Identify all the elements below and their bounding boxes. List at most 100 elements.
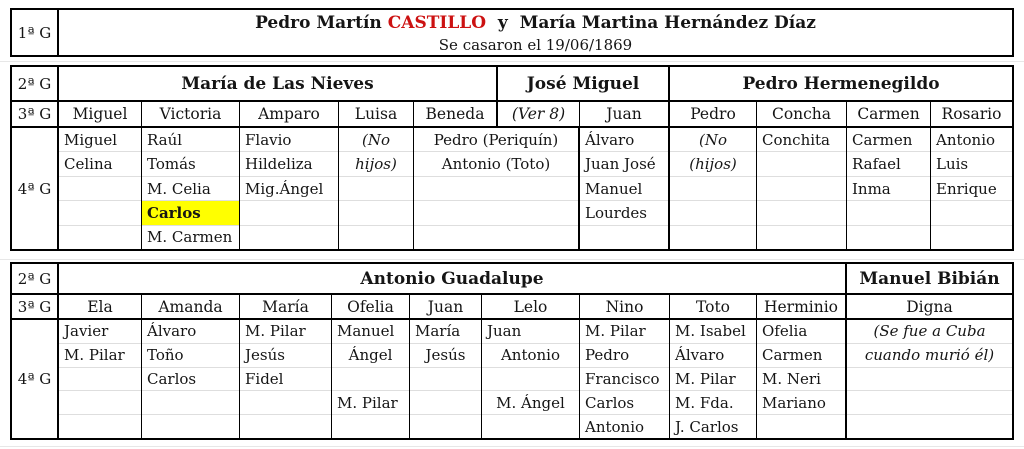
person-name-line: Hildeliza	[240, 152, 338, 177]
person-name-line: M. Pilar	[332, 391, 409, 416]
generation-label-2g: 2ª G	[12, 264, 59, 295]
gen4-children-cell: Miguel Celina	[59, 128, 142, 249]
gen4-children-cell: M. Isabel Álvaro M. Pilar M. Fda. J. Carlos	[670, 320, 757, 438]
wife-name: y María Martina Hernández Díaz	[486, 13, 816, 33]
person-name-line	[339, 177, 413, 202]
person-name-line: (No	[670, 128, 756, 153]
gen3-person-header: María	[240, 295, 332, 320]
gen4-children-cell: Antonio Luis Enrique	[931, 128, 1012, 249]
gen3-person-header: Miguel	[59, 102, 142, 128]
person-name-line: Lourdes	[580, 201, 668, 226]
person-name-line: Francisco	[580, 368, 669, 392]
person-name-line	[240, 415, 331, 438]
generation-label-4g: 4ª G	[12, 128, 59, 249]
person-name-line: Raúl	[142, 128, 239, 153]
person-name-line	[414, 177, 578, 202]
gen4-children-cell: (No (hijos)	[670, 128, 757, 249]
person-name-line	[240, 201, 338, 226]
person-name-line: M. Fda.	[670, 391, 756, 416]
person-name-line: M. Pilar	[59, 344, 141, 368]
branch2-table: 2ª G Antonio Guadalupe Manuel Bibián 3ª G El…	[10, 262, 1014, 440]
person-name-line	[142, 391, 239, 416]
person-name-line: Álvaro	[142, 320, 239, 344]
person-name-line	[332, 415, 409, 438]
person-name-line: Inma	[847, 177, 930, 202]
person-name-line	[59, 226, 141, 249]
gen4-children-cell: Manuel Ángel M. Pilar	[332, 320, 410, 438]
person-name-line: M. Pilar	[670, 368, 756, 392]
gen4-children-cell: Álvaro Juan José Manuel Lourdes	[580, 128, 670, 249]
gen4-children-cell: Pedro (Periquín) Antonio (Toto)	[414, 128, 580, 249]
gen4-children-cell: Álvaro Toño Carlos	[142, 320, 240, 438]
person-name-line	[847, 201, 930, 226]
person-name-line	[59, 415, 141, 438]
person-name-line: M. Neri	[757, 368, 845, 392]
person-name-line: Celina	[59, 152, 141, 177]
person-name-line	[410, 415, 481, 438]
gen3-person-header: Nino	[580, 295, 670, 320]
person-name-line	[847, 226, 930, 249]
gen4-children-cell: Javier M. Pilar	[59, 320, 142, 438]
branch1-table: 2ª G María de Las Nieves José Miguel Pedro …	[10, 65, 1014, 251]
gen3-person-header: Concha	[757, 102, 847, 128]
gen4-children-cell: (No hijos)	[339, 128, 414, 249]
gen3-person-header: Lelo	[482, 295, 580, 320]
generation1-table: 1ª G Pedro Martín CASTILLO y María Marti…	[10, 8, 1014, 57]
person-name-line: M. Carmen	[147, 228, 233, 247]
person-name-line	[847, 391, 1012, 416]
person-name-line	[482, 368, 579, 392]
person-name-line: Fidel	[240, 368, 331, 392]
person-name-line: hijos)	[339, 152, 413, 177]
marriage-date: Se casaron el 19/06/1869	[438, 36, 633, 54]
gen2-group-header: Manuel Bibián	[847, 264, 1012, 295]
gen4-children-cell: María Jesús	[410, 320, 482, 438]
gen4-children-cell: Raúl Tomás M. Celia Carlos M. Carmen	[142, 128, 240, 249]
person-name-line: Ángel	[332, 344, 409, 368]
person-name-line: Flavio	[240, 128, 338, 153]
person-name-line: M. Celia	[142, 177, 239, 202]
gen4-children-cell: Juan Antonio M. Ángel	[482, 320, 580, 438]
person-name-line	[332, 368, 409, 392]
gen3-person-header: Herminio	[757, 295, 847, 320]
person-name-line: Antonio (Toto)	[414, 152, 578, 177]
gen3-person-header: Ela	[59, 295, 142, 320]
spreadsheet-gridline	[0, 61, 1024, 62]
gen4-children-cell: M. Pilar Pedro Francisco Carlos Antonio	[580, 320, 670, 438]
person-name-line	[757, 201, 846, 226]
person-name-line: Toño	[142, 344, 239, 368]
gen2-group-header: Pedro Hermenegildo	[670, 67, 1012, 102]
person-name-line	[482, 415, 579, 438]
person-name-line	[410, 391, 481, 416]
person-name-line	[757, 415, 845, 438]
gen3-person-header: Luisa	[339, 102, 414, 128]
person-name-line: Álvaro	[580, 128, 668, 153]
person-name-line: Carmen	[847, 128, 930, 153]
person-name-line: Carlos	[580, 391, 669, 416]
gen2-group-header: María de Las Nieves	[59, 67, 498, 102]
person-name-line: Juan José	[580, 152, 668, 177]
person-name-line: M. Pilar	[240, 320, 331, 344]
person-name-line: Antonio	[931, 128, 1012, 153]
gen3-person-header: Carmen	[847, 102, 931, 128]
person-name-line	[59, 391, 141, 416]
person-name-line: Jesús	[240, 344, 331, 368]
person-name-line: Ofelia	[757, 320, 845, 344]
family-surname: CASTILLO	[387, 13, 487, 33]
person-name-line: Rafael	[847, 152, 930, 177]
gen2-group-header: José Miguel	[498, 67, 670, 102]
person-name-line: Carlos	[142, 368, 239, 392]
husband-name: Pedro Martín	[255, 13, 388, 33]
person-name-line: Antonio	[585, 417, 645, 436]
gen4-children-cell: Flavio Hildeliza Mig.Ángel	[240, 128, 339, 249]
person-name-line: Álvaro	[670, 344, 756, 368]
generation-label-2g: 2ª G	[12, 67, 59, 102]
gen4-children-cell: M. Pilar Jesús Fidel	[240, 320, 332, 438]
person-name-line	[414, 226, 578, 249]
gen4-children-cell: Ofelia Carmen M. Neri Mariano	[757, 320, 847, 438]
person-name-line: Luis	[931, 152, 1012, 177]
spreadsheet-gridline	[0, 446, 1024, 447]
person-name-line: Conchita	[757, 128, 846, 153]
gen4-children-cell: (Se fue a Cuba cuando murió él)	[847, 320, 1012, 438]
gen3-person-header: Ofelia	[332, 295, 410, 320]
gen4-children-cell: Conchita	[757, 128, 847, 249]
